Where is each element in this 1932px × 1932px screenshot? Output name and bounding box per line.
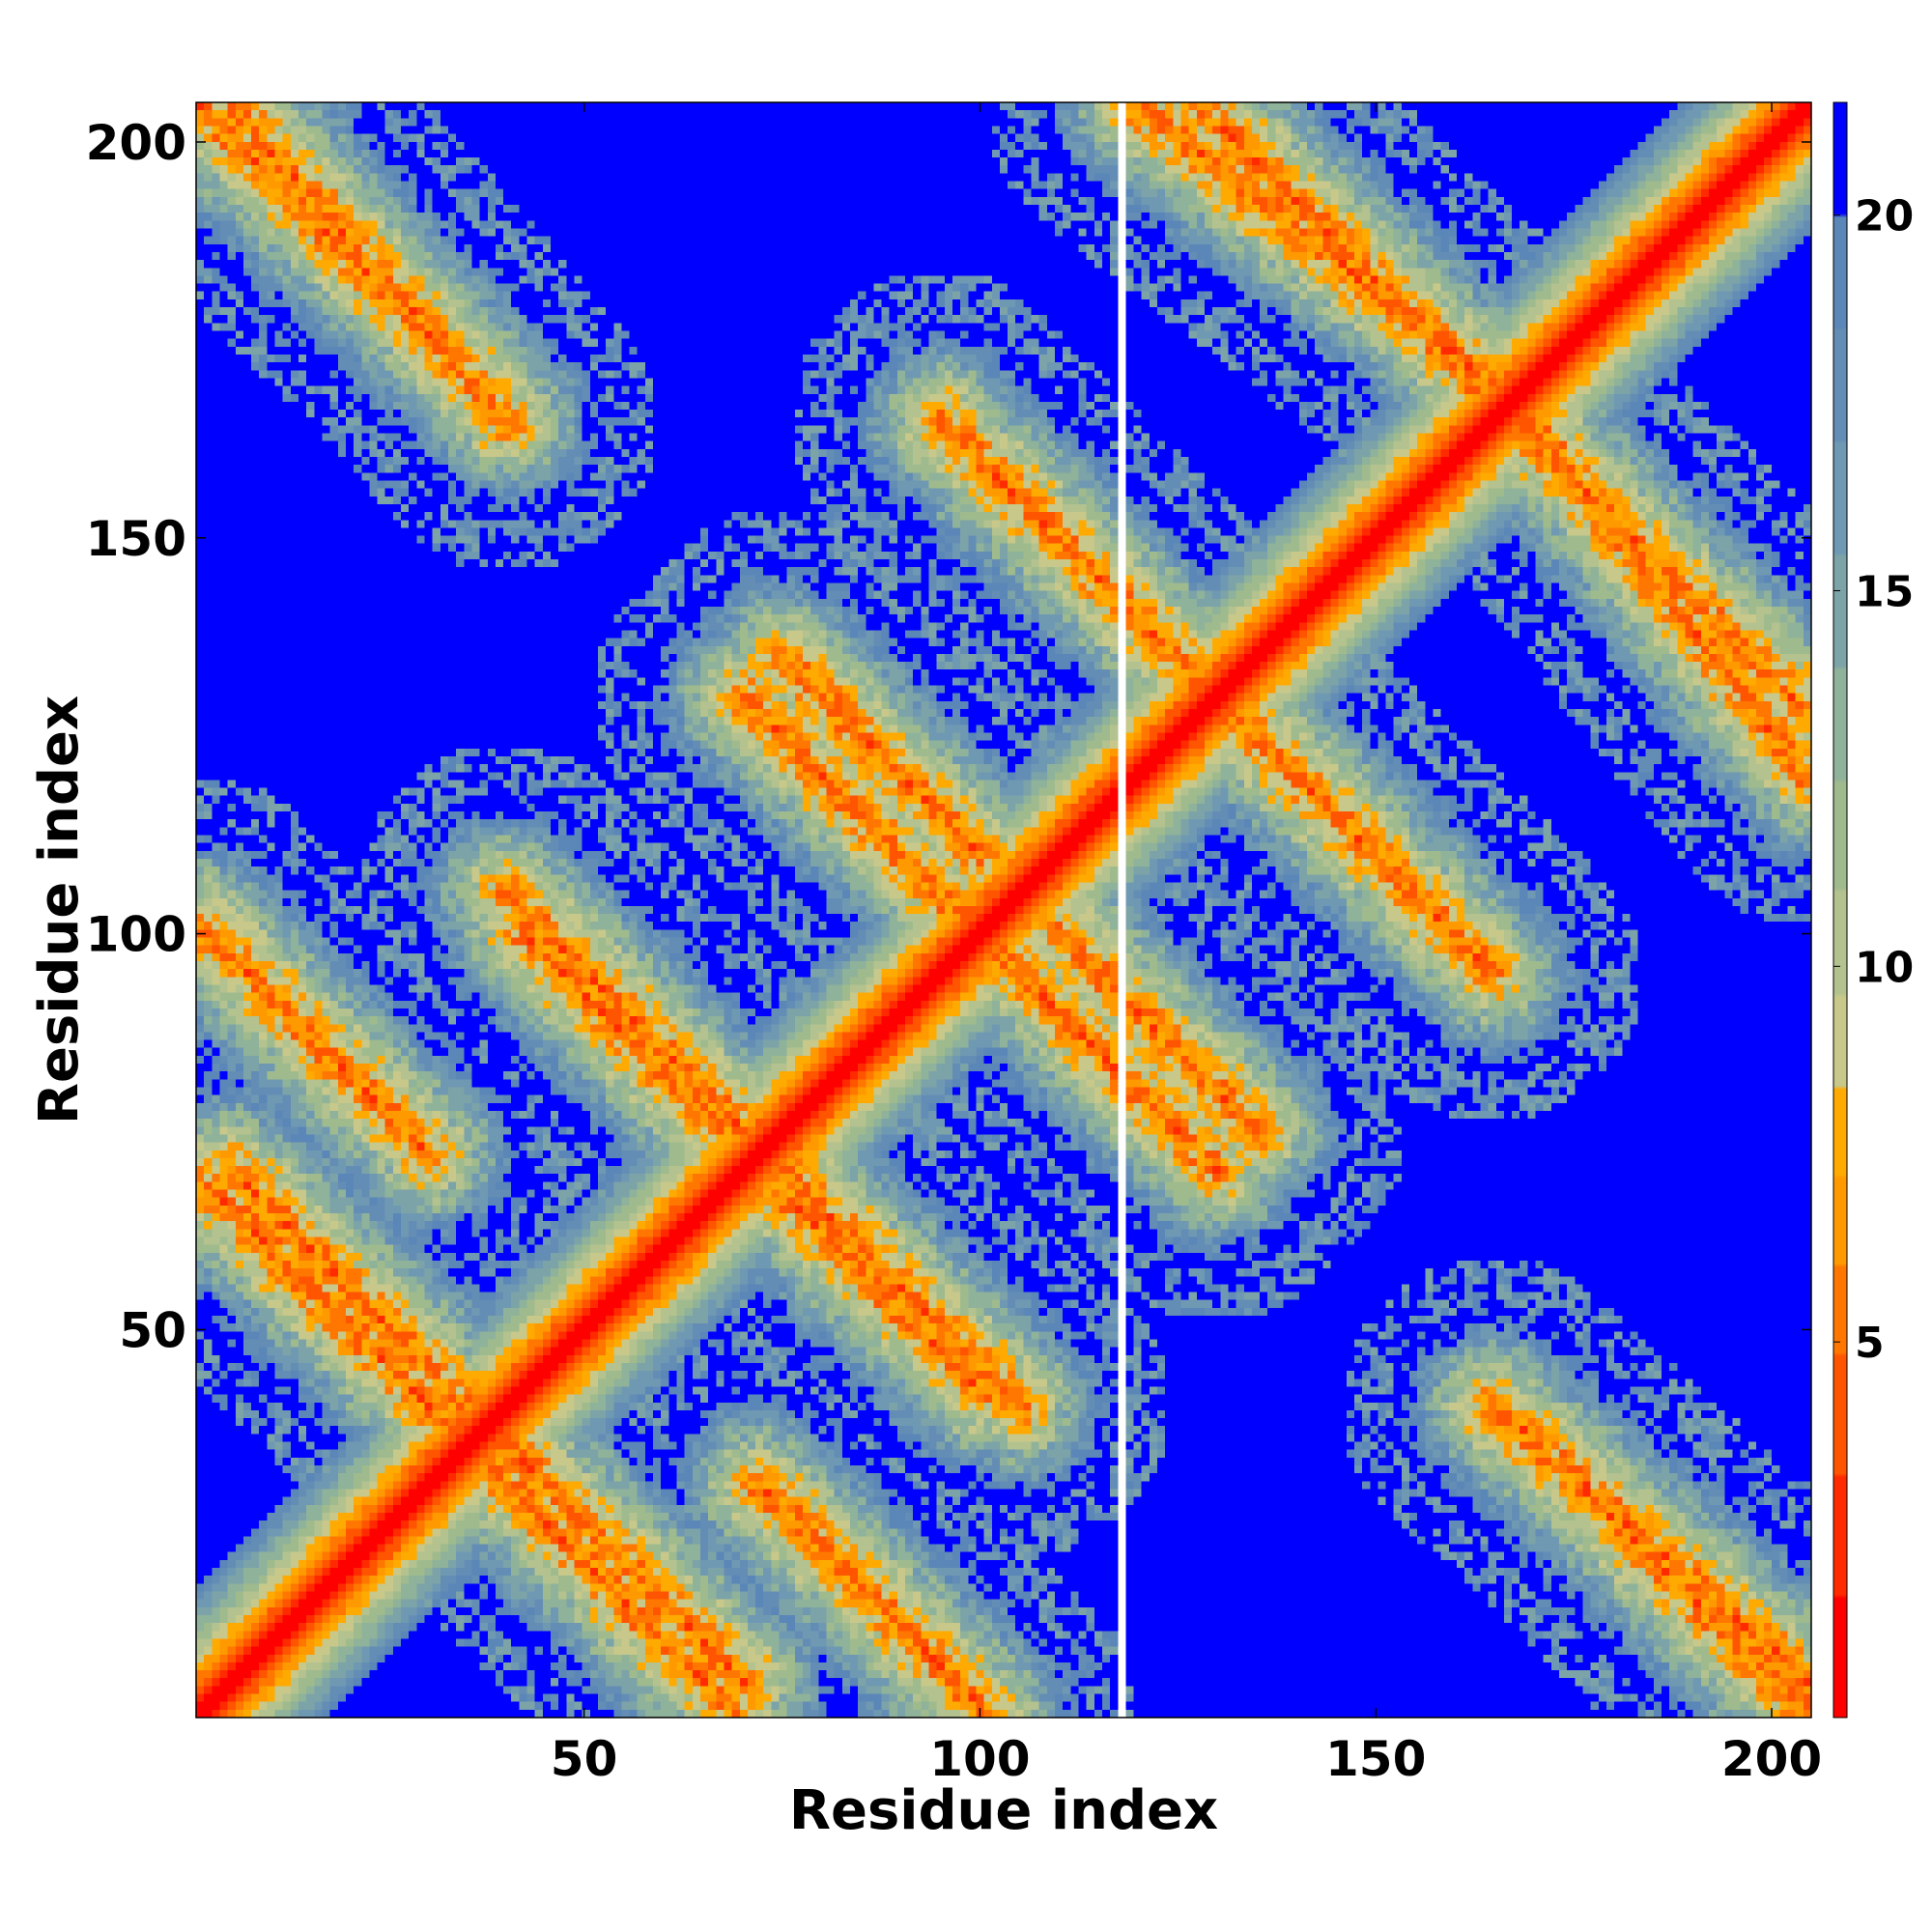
x-axis-ticks: 50 100 150 200	[551, 102, 1822, 1787]
plot-frame	[195, 101, 1812, 1719]
heatmap-plot-area	[196, 102, 1811, 1718]
x-axis-title: Residue index	[789, 1779, 1218, 1842]
colorbar-tick-label: 15	[1855, 567, 1914, 616]
y-tick-label: 50	[119, 1302, 186, 1358]
colorbar	[1833, 102, 1847, 1718]
x-tick-label: 150	[1325, 1731, 1426, 1787]
colorbar-tick-label: 20	[1855, 192, 1914, 242]
y-tick-label: 150	[86, 511, 186, 567]
colorbar-ticks: 5 10 15 20	[1833, 192, 1914, 1368]
y-tick-label: 100	[86, 907, 186, 963]
colorbar-tick-label: 10	[1855, 943, 1914, 992]
colorbar-frame	[1833, 101, 1848, 1719]
y-tick-label: 200	[86, 115, 186, 171]
y-axis-ticks: 50 100 150 200	[86, 115, 1811, 1358]
colorbar-tick-label: 5	[1855, 1319, 1885, 1368]
x-tick-label: 50	[551, 1731, 618, 1787]
y-axis-title: Residue index	[28, 696, 91, 1124]
x-tick-label: 100	[929, 1731, 1030, 1787]
x-tick-label: 200	[1721, 1731, 1822, 1787]
